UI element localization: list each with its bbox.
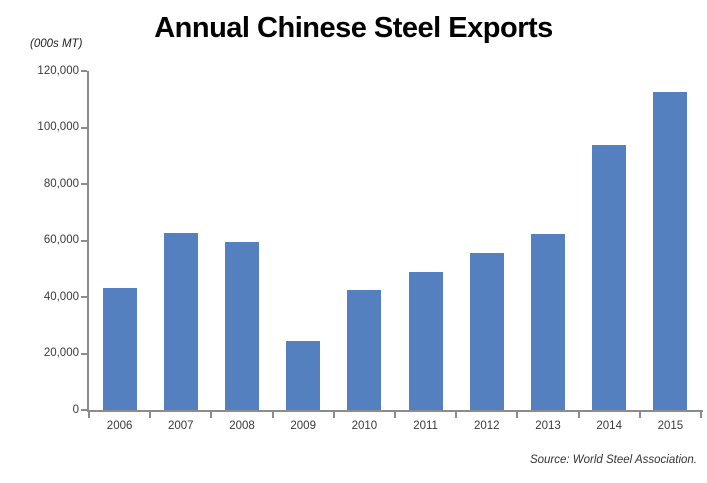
y-axis-tick [81, 296, 87, 298]
x-axis-tick [455, 412, 458, 418]
bar-2012 [469, 252, 504, 410]
x-axis-tick [88, 412, 90, 418]
x-axis-label: 2012 [473, 420, 500, 432]
y-axis-tick-label: 120,000 [37, 64, 79, 77]
y-axis-line [87, 71, 89, 410]
y-axis-tick-label: 80,000 [43, 177, 79, 190]
x-axis-tick [332, 412, 335, 418]
y-axis-tick [81, 126, 87, 129]
x-axis-line [87, 410, 703, 412]
x-axis-tick [638, 412, 641, 418]
bar-2010 [347, 289, 382, 410]
x-axis-label: 2009 [290, 420, 316, 432]
y-axis-tick-label: 40,000 [43, 290, 79, 303]
x-axis-tick [577, 412, 580, 418]
y-axis-tick-label: 100,000 [37, 121, 79, 133]
x-axis-tick [210, 412, 213, 418]
source-note: Source: World Steel Association. [529, 454, 697, 466]
x-axis-label: 2013 [535, 420, 561, 432]
bar-2007 [163, 233, 198, 410]
y-axis-tick-label: 60,000 [43, 234, 79, 246]
x-axis-tick [149, 412, 152, 418]
bar-2014 [592, 145, 627, 410]
bar-2009 [286, 340, 321, 410]
x-axis-tick [271, 412, 274, 418]
y-axis-tick-label: 0 [72, 403, 79, 416]
bar-2013 [531, 234, 565, 410]
x-axis-tick [394, 412, 396, 418]
y-axis-tick [81, 239, 87, 242]
y-axis-tick [81, 70, 87, 72]
bar-2006 [102, 287, 137, 410]
x-axis-label: 2007 [167, 420, 194, 432]
bar-2011 [408, 271, 443, 410]
x-axis-label: 2011 [413, 420, 438, 432]
y-axis-tick [81, 409, 87, 411]
chart-title: Annual Chinese Steel Exports [154, 12, 553, 44]
x-axis-tick [516, 412, 519, 418]
y-axis-unit-label: (000s MT) [30, 38, 83, 50]
x-axis-label: 2008 [229, 420, 255, 432]
y-axis-tick [81, 183, 87, 185]
plot-area: 0 20,000 40,000 60,000 80,000 100,000 120,000 2… [37, 65, 703, 432]
y-axis-tick [81, 352, 87, 355]
x-axis-label: 2014 [596, 420, 622, 432]
bar-2015 [653, 92, 688, 410]
y-axis-tick-label: 20,000 [43, 347, 79, 359]
x-axis-label: 2006 [106, 420, 133, 432]
bar-2008 [225, 242, 259, 410]
x-axis-label: 2010 [351, 420, 378, 432]
x-axis-tick [700, 412, 702, 418]
x-axis-label: 2015 [657, 420, 684, 432]
